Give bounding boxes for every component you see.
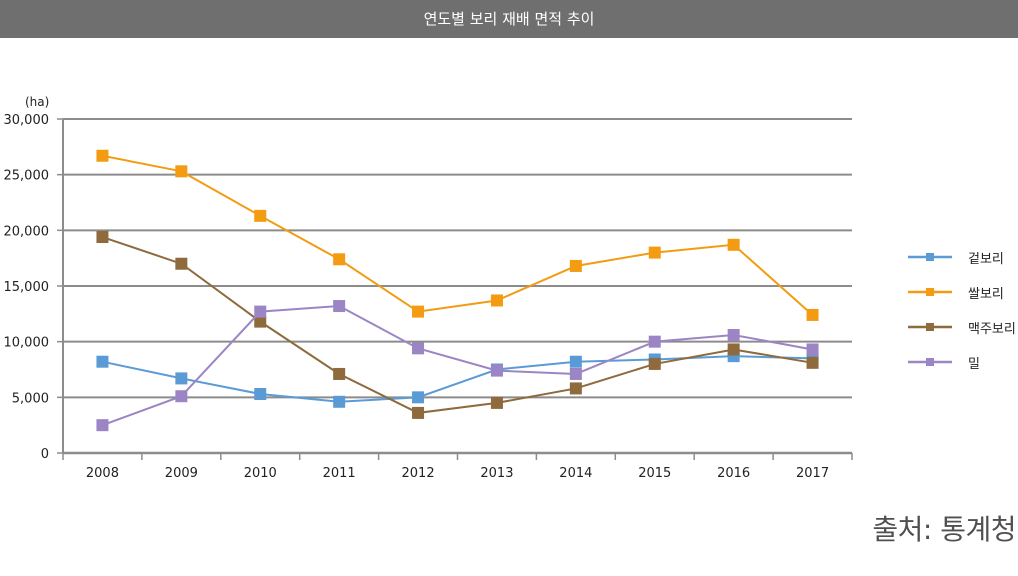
data-point xyxy=(96,355,109,368)
legend-label: 겉보리 xyxy=(968,252,1004,267)
legend-item: 쌀보리 xyxy=(908,281,1018,316)
data-point xyxy=(412,391,425,404)
y-tick-label: 0 xyxy=(41,447,49,462)
data-point xyxy=(569,355,582,368)
y-axis-unit: (ha) xyxy=(25,95,49,109)
data-point xyxy=(727,238,740,251)
data-point xyxy=(254,387,267,400)
y-tick-label: 10,000 xyxy=(4,336,50,351)
data-point xyxy=(333,300,346,313)
data-point xyxy=(333,367,346,380)
data-point xyxy=(490,294,503,307)
data-point xyxy=(412,305,425,318)
data-point xyxy=(175,372,188,385)
legend-swatch xyxy=(908,323,952,331)
series xyxy=(96,300,819,432)
legend-label: 쌀보리 xyxy=(968,287,1004,302)
y-tick-label: 30,000 xyxy=(4,113,50,128)
data-point xyxy=(254,315,267,328)
x-tick-label: 2013 xyxy=(480,466,513,481)
data-point xyxy=(806,343,819,356)
data-point xyxy=(333,253,346,266)
y-tick-label: 20,000 xyxy=(4,224,50,239)
x-tick-label: 2008 xyxy=(86,466,119,481)
x-tick-label: 2016 xyxy=(717,466,750,481)
data-point xyxy=(96,231,109,244)
data-point xyxy=(254,209,267,222)
y-tick-label: 25,000 xyxy=(4,169,50,184)
data-point xyxy=(648,357,661,370)
chart-legend: 겉보리 쌀보리 맥주보리 밀 xyxy=(908,246,1018,386)
x-tick-label: 2014 xyxy=(559,466,592,481)
data-point xyxy=(648,335,661,348)
series-line xyxy=(102,154,814,316)
data-point xyxy=(333,395,346,408)
data-point xyxy=(412,406,425,419)
series-line xyxy=(102,355,813,403)
data-point xyxy=(175,257,188,270)
legend-swatch xyxy=(908,253,952,261)
x-tick-label: 2010 xyxy=(244,466,277,481)
y-tick-label: 15,000 xyxy=(4,280,50,295)
series-line xyxy=(102,236,813,414)
data-point xyxy=(96,149,109,162)
data-point xyxy=(96,419,109,432)
data-point xyxy=(490,364,503,377)
x-tick-label: 2009 xyxy=(165,466,198,481)
legend-swatch xyxy=(908,288,952,296)
legend-item: 겉보리 xyxy=(908,246,1018,281)
data-point xyxy=(412,342,425,355)
source-note: 출처: 통계청 xyxy=(872,513,1016,546)
data-point xyxy=(727,343,740,356)
data-point xyxy=(175,390,188,403)
data-point xyxy=(806,356,819,369)
data-point xyxy=(648,246,661,259)
x-tick-label: 2012 xyxy=(402,466,435,481)
data-point xyxy=(569,367,582,380)
data-point xyxy=(806,308,819,321)
chart-title: 연도별 보리 재배 면적 추이 xyxy=(0,0,1018,38)
data-point xyxy=(175,165,188,178)
legend-label: 밀 xyxy=(968,357,980,372)
series xyxy=(96,231,819,419)
legend-label: 맥주보리 xyxy=(968,322,1016,337)
data-point xyxy=(569,382,582,395)
data-point xyxy=(569,259,582,272)
data-point xyxy=(254,305,267,318)
x-tick-label: 2015 xyxy=(638,466,671,481)
series-line xyxy=(102,305,813,427)
x-tick-label: 2011 xyxy=(323,466,356,481)
y-tick-label: 5,000 xyxy=(12,391,49,406)
x-tick-label: 2017 xyxy=(796,466,829,481)
data-point xyxy=(727,328,740,341)
series xyxy=(96,149,819,321)
legend-item: 맥주보리 xyxy=(908,316,1018,351)
legend-item: 밀 xyxy=(908,351,1018,386)
legend-swatch xyxy=(908,358,952,366)
data-point xyxy=(490,396,503,409)
